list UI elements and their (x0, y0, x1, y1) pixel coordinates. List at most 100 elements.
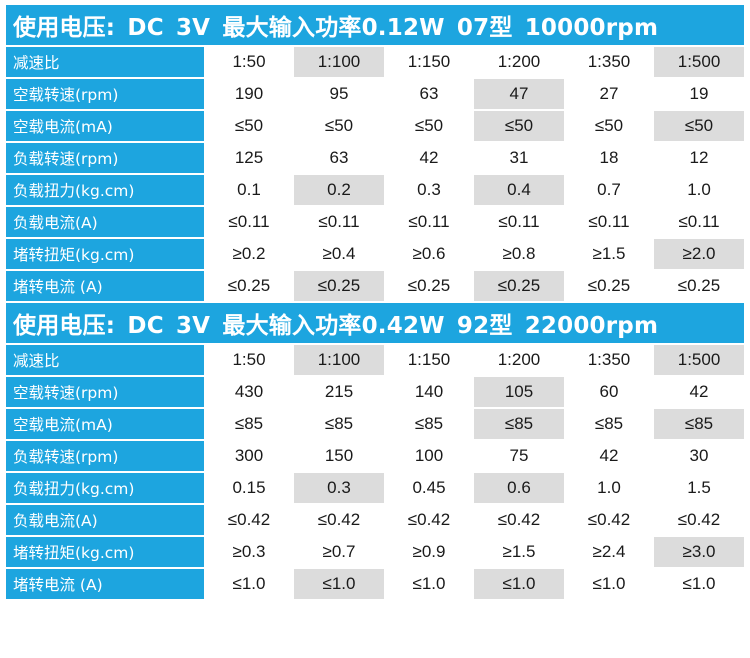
row-label: 减速比 (6, 345, 204, 375)
table-cell: 1:150 (384, 345, 474, 375)
table-cell: ≤0.42 (384, 505, 474, 535)
table-cell: 300 (204, 441, 294, 471)
block-title: 使用电压: DC 3V 最大输入功率0.12W 07型 10000rpm (6, 5, 745, 45)
table-cell: 42 (654, 377, 745, 407)
table-cell: ≥0.4 (294, 239, 384, 269)
row-label: 堵转扭矩(kg.cm) (6, 537, 204, 567)
table-cell: 27 (564, 79, 654, 109)
table-row: 负载扭力(kg.cm) 0.15 0.3 0.45 0.6 1.0 1.5 (6, 473, 745, 503)
table-cell: ≤0.42 (654, 505, 745, 535)
table-row: 负载转速(rpm) 125 63 42 31 18 12 (6, 143, 745, 173)
table-cell: 30 (654, 441, 745, 471)
table-cell: ≤50 (384, 111, 474, 141)
table-cell: 1:200 (474, 345, 564, 375)
table-cell: 60 (564, 377, 654, 407)
table-cell: ≥1.5 (564, 239, 654, 269)
row-label: 空载电流(mA) (6, 409, 204, 439)
table-cell: ≤0.11 (474, 207, 564, 237)
table-cell: ≤1.0 (474, 569, 564, 599)
table-row: 负载转速(rpm) 300 150 100 75 42 30 (6, 441, 745, 471)
table-cell: ≤0.25 (564, 271, 654, 301)
table-cell: 1:100 (294, 47, 384, 77)
table-cell: ≤0.25 (294, 271, 384, 301)
table-cell: ≤0.25 (654, 271, 745, 301)
table-row: 堵转扭矩(kg.cm) ≥0.3 ≥0.7 ≥0.9 ≥1.5 ≥2.4 ≥3.0 (6, 537, 745, 567)
table-cell: ≤0.11 (564, 207, 654, 237)
table-row: 堵转电流 (A) ≤1.0 ≤1.0 ≤1.0 ≤1.0 ≤1.0 ≤1.0 (6, 569, 745, 599)
table-cell: 75 (474, 441, 564, 471)
table-cell: 1.0 (564, 473, 654, 503)
row-label: 负载电流(A) (6, 505, 204, 535)
table-cell: ≤0.11 (384, 207, 474, 237)
table-cell: 42 (384, 143, 474, 173)
table-cell: 100 (384, 441, 474, 471)
table-cell: 1:100 (294, 345, 384, 375)
row-label: 空载电流(mA) (6, 111, 204, 141)
table-row: 负载电流(A) ≤0.42 ≤0.42 ≤0.42 ≤0.42 ≤0.42 ≤0.42 (6, 505, 745, 535)
table-cell: 12 (654, 143, 745, 173)
table-cell: ≥0.2 (204, 239, 294, 269)
table-cell: 1:50 (204, 345, 294, 375)
table-cell: ≤50 (474, 111, 564, 141)
table-cell: ≥2.0 (654, 239, 745, 269)
table-row: 减速比 1:50 1:100 1:150 1:200 1:350 1:500 (6, 47, 745, 77)
table-cell: ≤0.42 (294, 505, 384, 535)
table-cell: ≥0.3 (204, 537, 294, 567)
table-cell: 0.3 (384, 175, 474, 205)
table-cell: ≥0.7 (294, 537, 384, 567)
table-cell: ≥3.0 (654, 537, 745, 567)
table-cell: ≤85 (294, 409, 384, 439)
table-cell: 1:500 (654, 345, 745, 375)
table-cell: 1:350 (564, 47, 654, 77)
table-row: 减速比 1:50 1:100 1:150 1:200 1:350 1:500 (6, 345, 745, 375)
table-cell: 31 (474, 143, 564, 173)
table-cell: 1.0 (654, 175, 745, 205)
table-row: 堵转扭矩(kg.cm) ≥0.2 ≥0.4 ≥0.6 ≥0.8 ≥1.5 ≥2.0 (6, 239, 745, 269)
table-cell: ≤1.0 (654, 569, 745, 599)
row-label: 负载扭力(kg.cm) (6, 473, 204, 503)
row-label: 堵转电流 (A) (6, 569, 204, 599)
table-cell: ≤50 (564, 111, 654, 141)
table-row: 负载电流(A) ≤0.11 ≤0.11 ≤0.11 ≤0.11 ≤0.11 ≤0.11 (6, 207, 745, 237)
table-cell: ≤85 (384, 409, 474, 439)
table-cell: ≤50 (654, 111, 745, 141)
table-cell: 125 (204, 143, 294, 173)
table-cell: 0.45 (384, 473, 474, 503)
table-cell: 0.7 (564, 175, 654, 205)
table-cell: ≤85 (654, 409, 745, 439)
table-row: 堵转电流 (A) ≤0.25 ≤0.25 ≤0.25 ≤0.25 ≤0.25 ≤0.25 (6, 271, 745, 301)
spec-table-body: 使用电压: DC 3V 最大输入功率0.12W 07型 10000rpm 减速比 1… (6, 5, 745, 599)
table-cell: 1.5 (654, 473, 745, 503)
table-cell: ≤0.42 (564, 505, 654, 535)
row-label: 减速比 (6, 47, 204, 77)
spec-sheet: 使用电压: DC 3V 最大输入功率0.12W 07型 10000rpm 减速比 1… (6, 3, 745, 631)
table-cell: 42 (564, 441, 654, 471)
table-cell: ≤50 (204, 111, 294, 141)
table-cell: 105 (474, 377, 564, 407)
row-label: 负载转速(rpm) (6, 143, 204, 173)
table-cell: ≤0.25 (204, 271, 294, 301)
table-cell: 1:50 (204, 47, 294, 77)
table-cell: 150 (294, 441, 384, 471)
table-cell: 190 (204, 79, 294, 109)
table-cell: ≤1.0 (204, 569, 294, 599)
table-cell: 1:200 (474, 47, 564, 77)
table-cell: ≤85 (474, 409, 564, 439)
table-cell: ≤0.42 (474, 505, 564, 535)
table-cell: ≤85 (564, 409, 654, 439)
table-cell: ≥0.6 (384, 239, 474, 269)
table-cell: ≤50 (294, 111, 384, 141)
row-label: 堵转电流 (A) (6, 271, 204, 301)
table-cell: 215 (294, 377, 384, 407)
block-title-row: 使用电压: DC 3V 最大输入功率0.12W 07型 10000rpm (6, 5, 745, 45)
table-cell: 0.4 (474, 175, 564, 205)
row-label: 空载转速(rpm) (6, 79, 204, 109)
table-cell: ≥1.5 (474, 537, 564, 567)
block-title: 使用电压: DC 3V 最大输入功率0.42W 92型 22000rpm (6, 303, 745, 343)
table-cell: 0.15 (204, 473, 294, 503)
table-row: 空载转速(rpm) 190 95 63 47 27 19 (6, 79, 745, 109)
table-cell: 18 (564, 143, 654, 173)
table-row: 空载电流(mA) ≤85 ≤85 ≤85 ≤85 ≤85 ≤85 (6, 409, 745, 439)
table-cell: ≤1.0 (564, 569, 654, 599)
row-label: 负载转速(rpm) (6, 441, 204, 471)
